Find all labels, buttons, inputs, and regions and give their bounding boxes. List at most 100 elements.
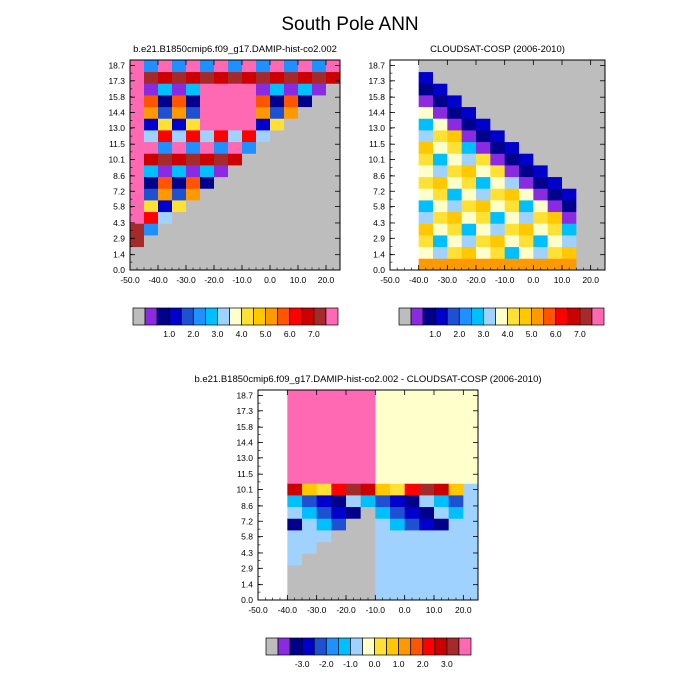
heatmap-cell	[144, 95, 159, 108]
heatmap-cell	[214, 95, 229, 108]
heatmap-cell	[434, 401, 450, 414]
heatmap-cell	[287, 401, 303, 414]
heatmap-cell	[433, 165, 448, 178]
heatmap-cell	[256, 211, 271, 224]
heatmap-cell	[404, 495, 420, 508]
heatmap-cell	[200, 223, 215, 236]
heatmap-cell	[547, 246, 563, 259]
heatmap-cell	[172, 83, 187, 96]
colorbar-swatch	[277, 637, 291, 656]
colorbar-label: -3.0	[295, 659, 310, 669]
heatmap-cell	[504, 71, 520, 84]
heatmap-cell	[433, 141, 448, 154]
heatmap-cell	[316, 413, 332, 426]
y-tick-label: 2.9	[113, 233, 125, 243]
x-tick-label: -10.0	[232, 275, 252, 285]
heatmap-cell	[228, 130, 243, 143]
heatmap-cell	[302, 588, 318, 601]
colorbar-swatch	[144, 307, 158, 326]
heatmap-cell	[302, 460, 318, 473]
heatmap-cell	[433, 71, 448, 84]
heatmap-cell	[419, 425, 435, 438]
heatmap-cell	[434, 413, 450, 426]
heatmap-cell	[463, 565, 479, 578]
heatmap-cell	[270, 118, 285, 131]
heatmap-cell	[404, 518, 420, 531]
heatmap-cell	[360, 530, 376, 543]
heatmap-cell	[519, 60, 534, 73]
heatmap-cell	[476, 106, 491, 119]
heatmap-cell	[419, 553, 435, 566]
heatmap-cell	[419, 495, 435, 508]
heatmap-cell	[504, 60, 520, 73]
heatmap-cell	[418, 118, 434, 131]
heatmap-cell	[346, 541, 362, 554]
colorbar-swatch	[398, 637, 412, 656]
heatmap-cell	[331, 588, 347, 601]
heatmap-cell	[590, 223, 606, 236]
heatmap-cell	[200, 246, 215, 259]
colorbar-label: 3.0	[441, 659, 453, 669]
heatmap-cell	[418, 223, 434, 236]
heatmap-cell	[158, 60, 173, 73]
heatmap-cell	[214, 60, 229, 73]
colorbar-label: 2.0	[417, 659, 429, 669]
heatmap-cell	[284, 95, 299, 108]
colorbar-swatch	[156, 307, 170, 326]
colorbar-swatch	[507, 307, 520, 326]
heatmap-cell	[418, 211, 434, 224]
heatmap-cell	[504, 176, 520, 189]
heatmap-cell	[447, 106, 463, 119]
heatmap-cell	[298, 106, 313, 119]
heatmap-cell	[476, 118, 491, 131]
heatmap-cell	[447, 188, 463, 201]
heatmap-cell	[144, 141, 159, 154]
heatmap-cell	[284, 118, 299, 131]
x-tick-label: 20.0	[582, 275, 599, 285]
heatmap-cell	[519, 165, 534, 178]
heatmap-cell	[158, 141, 173, 154]
heatmap-cell	[200, 200, 215, 213]
heatmap-cell	[270, 95, 285, 108]
panel-title: CLOUDSAT-COSP (2006-2010)	[430, 44, 565, 55]
heatmap-cell	[447, 118, 463, 131]
heatmap-cell	[186, 223, 201, 236]
heatmap-cell	[419, 565, 435, 578]
x-tick-label: 20.0	[455, 605, 472, 615]
heatmap-cell	[284, 235, 299, 248]
heatmap-cell	[547, 165, 563, 178]
heatmap-cell	[562, 165, 577, 178]
heatmap-cell	[490, 165, 506, 178]
heatmap-cell	[390, 390, 406, 403]
heatmap-cell	[547, 200, 563, 213]
panel-1: b.e21.B1850cmip6.f09_g17.DAMIP-hist-co2.…	[108, 44, 341, 339]
heatmap-cell	[463, 483, 479, 496]
heatmap-cell	[331, 436, 347, 449]
heatmap-cell	[302, 495, 318, 508]
heatmap-cell	[590, 60, 606, 73]
heatmap-cell	[547, 83, 563, 96]
heatmap-cell	[419, 471, 435, 484]
heatmap-cell	[316, 401, 332, 414]
heatmap-cell	[490, 130, 506, 143]
heatmap-cell	[504, 223, 520, 236]
heatmap-cell	[490, 71, 506, 84]
heatmap-cell	[144, 106, 159, 119]
heatmap-cell	[375, 436, 391, 449]
heatmap-cell	[256, 141, 271, 154]
heatmap-cell	[284, 200, 299, 213]
heatmap-cell	[461, 176, 477, 189]
heatmap-cell	[200, 153, 215, 166]
heatmap-cell	[448, 436, 464, 449]
heatmap-cell	[270, 141, 285, 154]
heatmap-cell	[360, 541, 376, 554]
heatmap-cell	[214, 165, 229, 178]
heatmap-cell	[434, 565, 450, 578]
colorbar-swatch	[458, 307, 472, 326]
heatmap-cell	[284, 130, 299, 143]
heatmap-cell	[186, 130, 201, 143]
heatmap-cell	[302, 576, 318, 589]
y-tick-label: 4.3	[241, 548, 253, 558]
colorbar-swatch	[180, 307, 194, 326]
heatmap-cell	[228, 246, 243, 259]
